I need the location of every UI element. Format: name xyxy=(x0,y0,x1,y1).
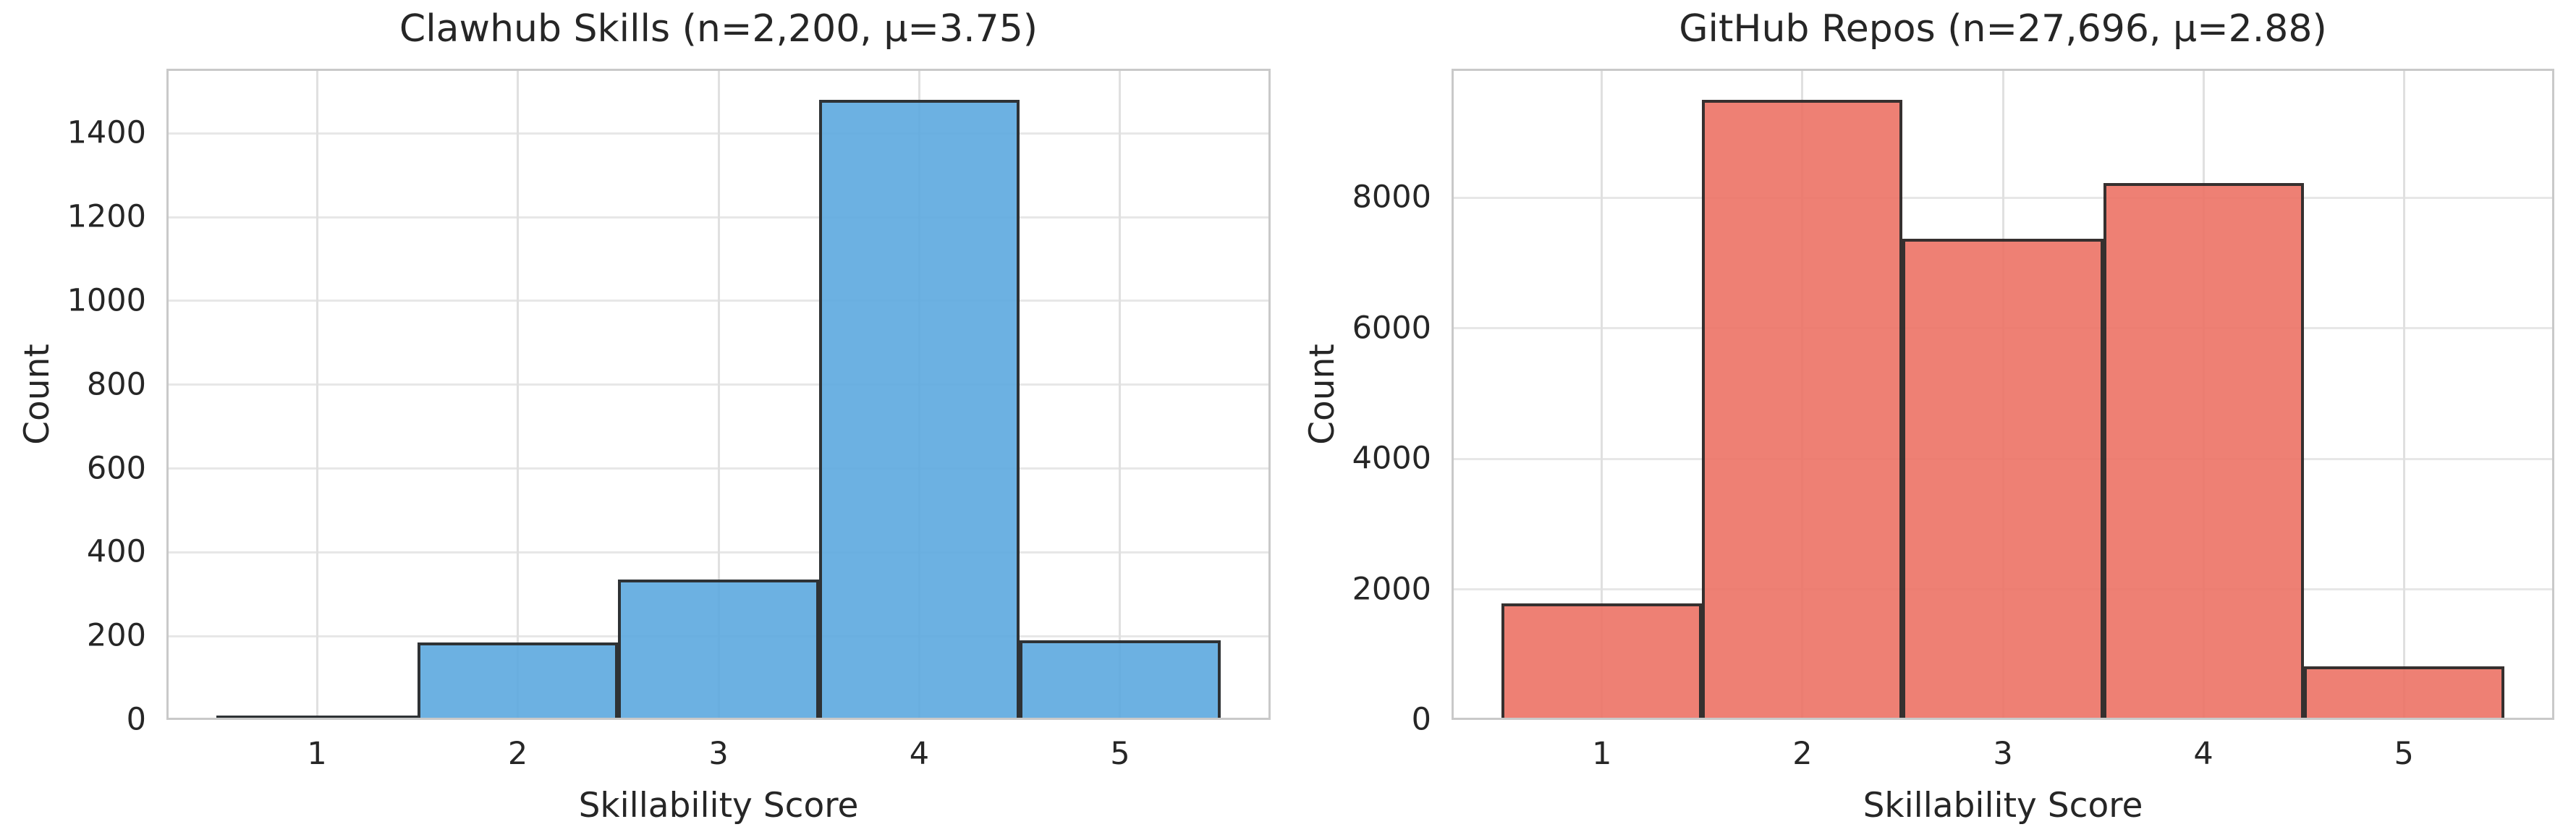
histogram-bar-score-2 xyxy=(417,642,619,720)
x-gridline xyxy=(1601,69,1603,720)
x-tick-label: 1 xyxy=(307,736,327,772)
histogram-bar-score-5 xyxy=(1020,640,1221,720)
y-tick-label: 0 xyxy=(126,701,146,738)
y-tick-label: 800 xyxy=(86,366,146,403)
histogram-bar-score-1 xyxy=(216,716,418,720)
x-tick-label: 2 xyxy=(507,736,528,772)
y-tick-label: 4000 xyxy=(1352,440,1431,477)
y-tick-label: 2000 xyxy=(1352,571,1431,608)
plot-area xyxy=(1452,69,2554,720)
subplot-github-repos: GitHub Repos (n=27,696, μ=2.88) Count Sk… xyxy=(1302,7,2554,824)
x-axis-label: Skillability Score xyxy=(1863,786,2143,826)
chart-title: GitHub Repos (n=27,696, μ=2.88) xyxy=(1679,7,2327,51)
y-tick-label: 1200 xyxy=(67,198,146,235)
x-tick-label: 4 xyxy=(909,736,930,772)
x-tick-label: 2 xyxy=(1792,736,1813,772)
y-tick-label: 1000 xyxy=(67,282,146,319)
y-axis-label: Count xyxy=(17,344,58,445)
plot-area xyxy=(166,69,1271,720)
x-gridline xyxy=(1119,69,1122,720)
x-axis-label: Skillability Score xyxy=(578,786,859,826)
histogram-bar-score-4 xyxy=(818,99,1020,720)
y-tick-label: 1400 xyxy=(67,114,146,151)
histogram-bar-score-2 xyxy=(1702,99,1903,720)
histogram-bar-score-4 xyxy=(2103,183,2304,720)
x-tick-label: 5 xyxy=(2394,736,2414,772)
histogram-bar-score-5 xyxy=(2303,666,2504,720)
x-tick-label: 4 xyxy=(2193,736,2213,772)
x-gridline xyxy=(517,69,520,720)
y-tick-label: 0 xyxy=(1411,701,1431,738)
x-tick-label: 3 xyxy=(1993,736,2013,772)
y-tick-label: 6000 xyxy=(1352,310,1431,347)
x-gridline xyxy=(2402,69,2405,720)
y-tick-label: 200 xyxy=(86,617,146,654)
x-tick-label: 5 xyxy=(1110,736,1130,772)
x-gridline xyxy=(315,69,318,720)
y-tick-label: 600 xyxy=(86,450,146,486)
x-tick-label: 3 xyxy=(708,736,729,772)
histogram-bar-score-1 xyxy=(1501,603,1703,720)
histogram-bar-score-3 xyxy=(618,580,819,720)
y-tick-label: 8000 xyxy=(1352,179,1431,216)
x-tick-label: 1 xyxy=(1592,736,1612,772)
histogram-bar-score-3 xyxy=(1902,238,2103,720)
chart-title: Clawhub Skills (n=2,200, μ=3.75) xyxy=(399,7,1038,51)
y-tick-label: 400 xyxy=(86,533,146,570)
y-axis-label: Count xyxy=(1302,344,1343,445)
subplot-clawhub-skills: Clawhub Skills (n=2,200, μ=3.75) Count S… xyxy=(17,7,1271,824)
x-gridline xyxy=(717,69,720,720)
